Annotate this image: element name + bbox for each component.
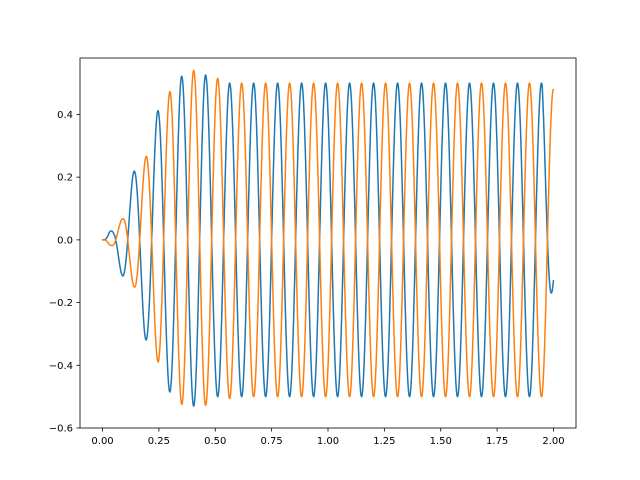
y-tick-label: 0.2: [57, 173, 73, 184]
y-tick-label: 0.0: [57, 235, 73, 246]
y-tick-label: 0.4: [57, 110, 73, 121]
x-tick-label: 0.75: [261, 436, 283, 447]
y-tick-label: −0.6: [49, 424, 73, 435]
x-tick-label: 2.00: [542, 436, 564, 447]
x-tick-label: 0.25: [148, 436, 170, 447]
series-line-1: [101, 74, 555, 407]
y-tick-label: −0.4: [49, 361, 73, 372]
x-axis: 0.00 0.25 0.50 0.75 1.00 1.25 1.50 1.75 2.00: [91, 428, 565, 447]
x-tick-label: 1.50: [430, 436, 452, 447]
series-line-2: [101, 69, 555, 407]
x-tick-label: 1.75: [486, 436, 508, 447]
y-axis: −0.6 −0.4 −0.2 0.0 0.2 0.4: [49, 110, 80, 435]
x-tick-label: 0.50: [204, 436, 226, 447]
series-layer: [101, 69, 555, 407]
x-tick-label: 1.25: [373, 436, 395, 447]
x-tick-label: 1.00: [317, 436, 339, 447]
x-tick-label: 0.00: [91, 436, 113, 447]
y-tick-label: −0.2: [49, 298, 73, 309]
